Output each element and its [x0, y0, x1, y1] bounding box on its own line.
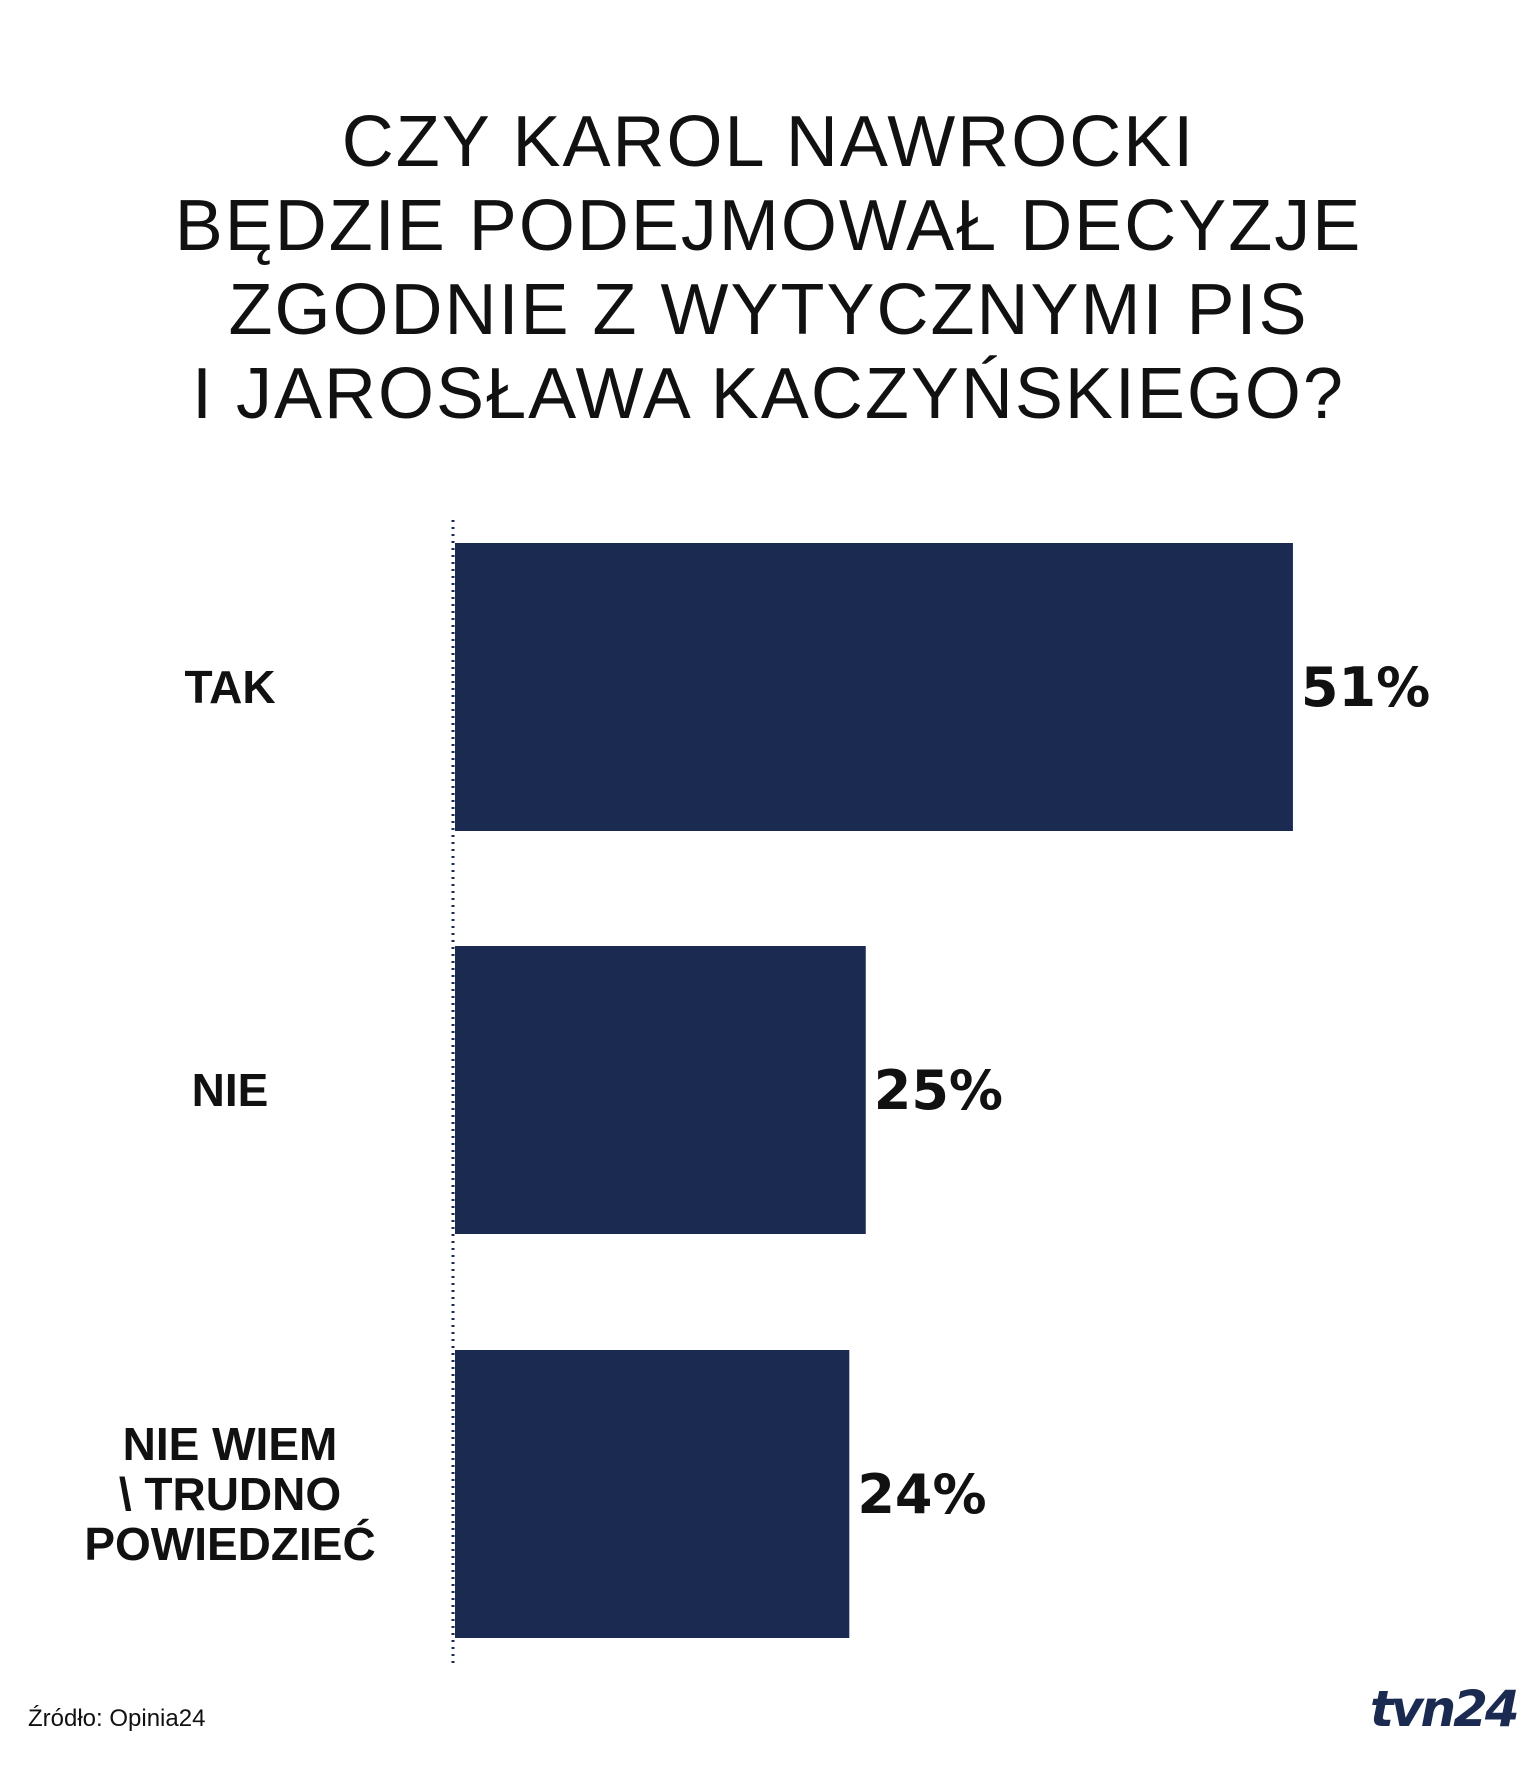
category-label-2: NIE [192, 1064, 269, 1116]
category-label-3: NIE WIEM \ TRUDNO POWIEDZIEĆ [84, 1418, 375, 1570]
title-line-4: I JAROSŁAWA KACZYŃSKIEGO? [192, 354, 1345, 434]
bar-3 [455, 1350, 850, 1638]
category-label-1: TAK [184, 661, 275, 713]
chart-title: CZY KAROL NAWROCKI BĘDZIE PODEJMOWAŁ DEC… [0, 100, 1537, 436]
title-line-3: ZGODNIE Z WYTYCZNYMI PIS [228, 270, 1309, 350]
value-label-1: 51% [1301, 656, 1430, 719]
tvn24-logo: tvn24 [1370, 1680, 1520, 1738]
bar-2 [455, 946, 866, 1234]
category-label-1-line-1: TAK [184, 661, 275, 713]
title-line-2: BĘDZIE PODEJMOWAŁ DECYZJE [174, 186, 1363, 266]
value-label-3: 24% [857, 1463, 986, 1526]
category-label-3-line-1: NIE WIEM [123, 1418, 338, 1470]
title-line-1: CZY KAROL NAWROCKI [341, 102, 1196, 182]
value-label-2: 25% [874, 1059, 1003, 1122]
category-label-3-line-3: POWIEDZIEĆ [84, 1518, 375, 1570]
source-note: Źródło: Opinia24 [28, 1705, 206, 1732]
category-label-2-line-1: NIE [192, 1064, 269, 1116]
bar-1 [455, 543, 1293, 831]
category-label-3-line-2: \ TRUDNO [119, 1468, 341, 1520]
